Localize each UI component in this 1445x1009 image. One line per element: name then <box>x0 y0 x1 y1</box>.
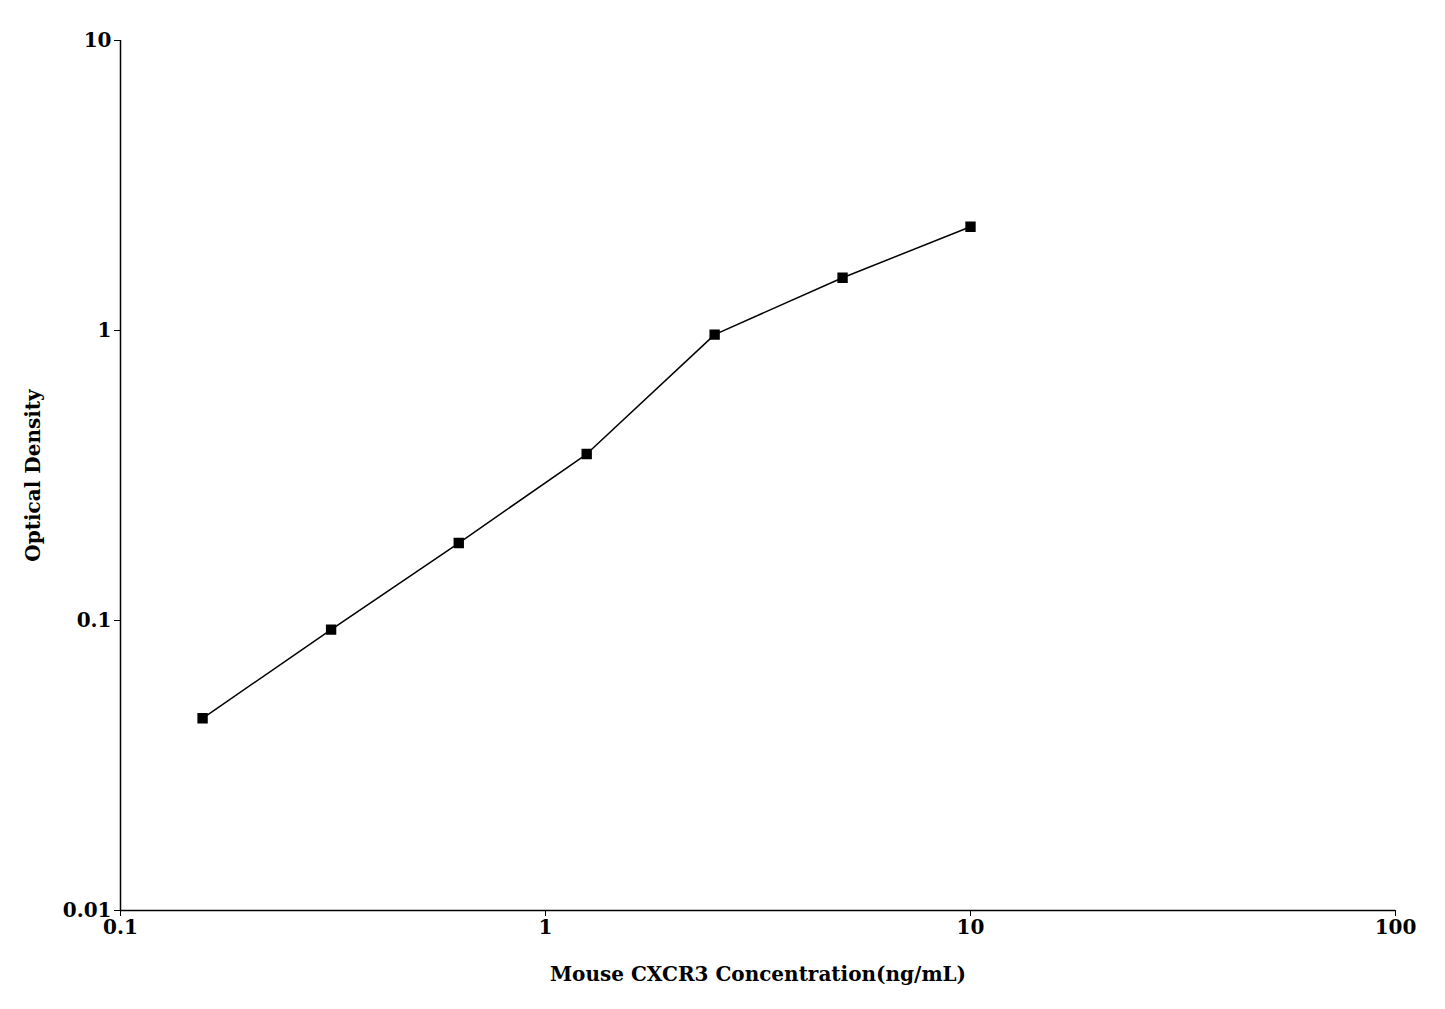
svg-text:Optical Density: Optical Density <box>21 388 45 562</box>
svg-text:Mouse CXCR3 Concentration(ng/m: Mouse CXCR3 Concentration(ng/mL) <box>550 962 966 986</box>
svg-text:0.01: 0.01 <box>62 897 112 922</box>
svg-text:100: 100 <box>1375 915 1417 939</box>
svg-text:0.1: 0.1 <box>77 608 112 632</box>
svg-text:10: 10 <box>957 915 985 939</box>
svg-text:0.1: 0.1 <box>103 915 138 939</box>
svg-text:1: 1 <box>539 915 553 939</box>
svg-text:10: 10 <box>84 28 112 52</box>
svg-text:1: 1 <box>98 318 112 342</box>
